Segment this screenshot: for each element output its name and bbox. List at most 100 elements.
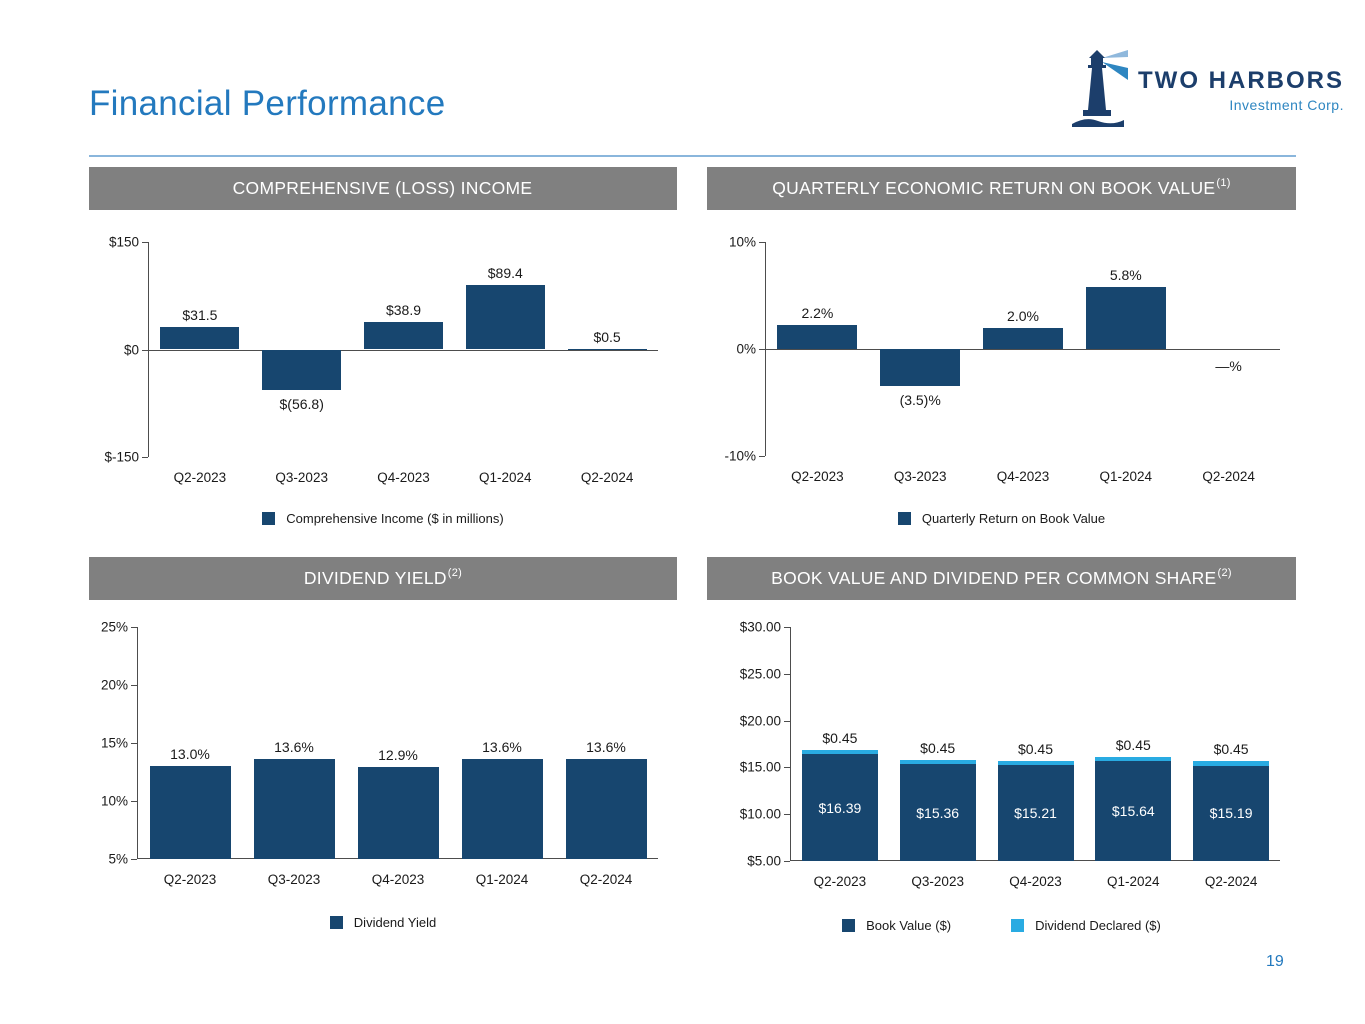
bar-inside-label: $16.39 <box>818 799 862 816</box>
legend-swatch <box>842 919 856 932</box>
x-axis-label: Q4-2023 <box>377 470 430 485</box>
y-tick-label: $-150 <box>104 449 139 465</box>
bar-value-label: $0.45 <box>1115 737 1151 754</box>
y-tick-label: $5.00 <box>747 853 781 869</box>
bar-inside-label: $15.36 <box>916 804 960 821</box>
x-axis-label: Q3-2023 <box>267 872 321 887</box>
bar-segment <box>1085 286 1166 349</box>
chart-title: COMPREHENSIVE (LOSS) INCOME <box>232 178 533 198</box>
y-tick-label: $20.00 <box>739 713 781 729</box>
y-axis-tick <box>142 242 148 243</box>
y-tick-label: 5% <box>108 851 128 867</box>
y-axis-tick <box>759 242 765 243</box>
bar-inside-label: $15.21 <box>1014 805 1057 822</box>
bar-segment <box>465 285 545 350</box>
logo-name: TWO HARBORS <box>1138 67 1344 94</box>
x-axis-label: Q4-2023 <box>1009 874 1062 889</box>
page-title: Financial Performance <box>89 84 446 123</box>
y-tick-label: $25.00 <box>739 666 781 682</box>
bar-segment <box>997 765 1074 861</box>
legend-label: Quarterly Return on Book Value <box>921 511 1106 526</box>
bar-value-label: —% <box>1215 358 1242 374</box>
page-number: 19 <box>1266 953 1284 970</box>
y-tick-label: 10% <box>100 793 128 809</box>
bar-segment <box>983 327 1063 349</box>
y-tick-label: 25% <box>100 619 128 635</box>
x-axis-label: Q4-2023 <box>996 469 1050 484</box>
y-axis-tick <box>784 814 790 816</box>
legend: Quarterly Return on Book Value <box>707 511 1296 526</box>
chart-header: QUARTERLY ECONOMIC RETURN ON BOOK VALUE(… <box>707 167 1296 210</box>
bar-segment <box>899 759 976 765</box>
lighthouse-icon <box>1072 50 1128 127</box>
y-axis-tick <box>131 743 137 744</box>
bar-value-label: $0.45 <box>822 730 858 747</box>
bar-inside-label: $15.64 <box>1111 803 1155 820</box>
y-axis-tick <box>131 627 137 628</box>
bar-segment <box>160 326 240 350</box>
bar-inside-label: $15.19 <box>1209 805 1253 822</box>
y-tick-label: 20% <box>100 677 128 693</box>
y-axis-tick <box>131 685 137 686</box>
legend-label: Book Value ($) <box>866 918 952 933</box>
y-axis-tick <box>784 627 790 628</box>
bar-value-label: $89.4 <box>487 265 523 282</box>
plot-area: $150 $0 $-150 Q2-2023 Q3-2023 Q4-2023 Q1-2024 Q… <box>104 235 658 485</box>
x-axis-label: Q1-2024 <box>475 872 529 887</box>
y-tick-label: -10% <box>724 448 756 464</box>
chart-title-footnote: (1) <box>1216 176 1231 189</box>
bar-value-label: $38.9 <box>385 301 422 318</box>
bar-segment <box>997 761 1074 766</box>
legend: Dividend Yield <box>89 915 677 930</box>
bar-segment <box>461 759 543 859</box>
x-axis-label: Q3-2023 <box>893 469 947 484</box>
logo-subtitle: Investment Corp. <box>1229 97 1344 113</box>
chart-title: DIVIDEND YIELD <box>303 568 447 588</box>
legend: Comprehensive Income ($ in millions) <box>89 511 677 526</box>
bar-value-label: 13.6% <box>274 739 314 756</box>
y-axis-tick <box>131 859 137 860</box>
chart-title: BOOK VALUE AND DIVIDEND PER COMMON SHARE <box>771 568 1217 588</box>
chart-title-footnote: (2) <box>447 566 463 579</box>
bar-segment <box>357 767 439 859</box>
title-divider <box>89 155 1296 157</box>
chart-header: BOOK VALUE AND DIVIDEND PER COMMON SHARE… <box>707 557 1296 600</box>
bar-segment <box>1095 761 1172 861</box>
legend-item: Quarterly Return on Book Value <box>897 511 1106 526</box>
y-tick-label: 10% <box>728 234 756 250</box>
bar-segment <box>880 349 961 387</box>
chart-comprehensive-income: COMPREHENSIVE (LOSS) INCOME $150 $0 $-150 Q… <box>89 167 677 539</box>
x-axis-label: Q1-2024 <box>479 470 532 485</box>
x-axis-label: Q2-2024 <box>1204 874 1258 889</box>
y-tick-label: 0% <box>736 341 756 357</box>
legend-swatch <box>897 512 911 525</box>
legend-label: Comprehensive Income ($ in millions) <box>286 511 504 526</box>
bar-segment <box>801 750 878 755</box>
y-axis-tick <box>142 349 148 351</box>
x-axis-label: Q2-2024 <box>580 470 634 485</box>
y-tick-label: $15.00 <box>739 759 781 775</box>
y-axis-tick <box>759 349 765 350</box>
legend: Book Value ($) Dividend Declared ($) <box>707 918 1296 933</box>
chart-quarterly-economic-return: QUARTERLY ECONOMIC RETURN ON BOOK VALUE(… <box>707 167 1296 539</box>
bar-value-label: $0.45 <box>1213 741 1249 758</box>
legend-swatch <box>329 916 343 929</box>
chart-header: DIVIDEND YIELD (2) <box>89 557 677 600</box>
legend-label: Dividend Declared ($) <box>1035 918 1161 933</box>
y-axis-tick <box>142 457 148 458</box>
bar-segment <box>1193 761 1270 766</box>
bar-value-label: $0.5 <box>593 329 621 346</box>
bar-segment <box>364 321 443 350</box>
bar-value-label: 12.9% <box>378 747 418 764</box>
y-axis-tick <box>784 720 790 722</box>
bar-segment <box>567 349 647 351</box>
legend-item: Dividend Declared ($) <box>1011 918 1161 933</box>
legend-item: Book Value ($) <box>842 918 951 933</box>
legend-item: Comprehensive Income ($ in millions) <box>262 511 504 526</box>
chart-dividend-yield: DIVIDEND YIELD (2) 25% 20% 15% 10% 5% Q2-2023 Q… <box>89 557 677 942</box>
bar-segment <box>253 759 335 859</box>
x-axis-label: Q2-2024 <box>1202 469 1255 484</box>
chart-header: COMPREHENSIVE (LOSS) INCOME <box>89 167 677 210</box>
x-axis-label: Q2-2023 <box>791 469 844 484</box>
x-axis-label: Q2-2023 <box>173 470 227 485</box>
